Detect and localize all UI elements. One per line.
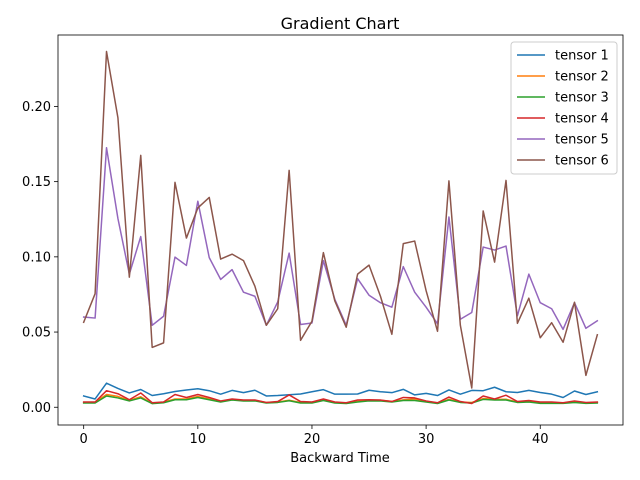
series-lines xyxy=(82,50,599,405)
x-axis: 0 10 20 30 40 xyxy=(80,425,549,447)
legend-entry: tensor 1 xyxy=(555,49,609,64)
x-tick-label: 30 xyxy=(418,432,435,447)
legend-box xyxy=(510,41,618,175)
series-line-tensor-5 xyxy=(82,147,599,331)
y-tick-label: 0.00 xyxy=(22,401,51,416)
x-tick-label: 0 xyxy=(80,432,88,447)
plot-frame xyxy=(57,34,624,426)
series-line-tensor-6 xyxy=(82,50,599,389)
x-tick-label: 20 xyxy=(304,432,321,447)
legend-entry: tensor 3 xyxy=(555,91,609,106)
series-line-tensor-3 xyxy=(82,395,599,405)
series-line-tensor-4 xyxy=(82,389,599,405)
legend-entry: tensor 5 xyxy=(555,133,609,148)
legend-entry: tensor 2 xyxy=(555,70,609,85)
legend-entry: tensor 6 xyxy=(555,154,609,169)
x-tick-label: 40 xyxy=(532,432,549,447)
y-tick-label: 0.20 xyxy=(22,100,51,115)
y-axis: 0.00 0.05 0.10 0.15 0.20 xyxy=(22,100,58,416)
x-axis-label: Backward Time xyxy=(290,451,389,466)
legend-entry: tensor 4 xyxy=(555,112,609,127)
legend: tensor 1 tensor 2 tensor 3 tensor 4 tensor 5… xyxy=(510,41,618,175)
y-tick-label: 0.10 xyxy=(22,250,51,265)
chart-title: Gradient Chart xyxy=(281,14,400,33)
y-tick-label: 0.05 xyxy=(22,326,51,341)
x-tick-label: 10 xyxy=(190,432,207,447)
series-line-tensor-1 xyxy=(82,382,599,400)
y-tick-label: 0.15 xyxy=(22,175,51,190)
